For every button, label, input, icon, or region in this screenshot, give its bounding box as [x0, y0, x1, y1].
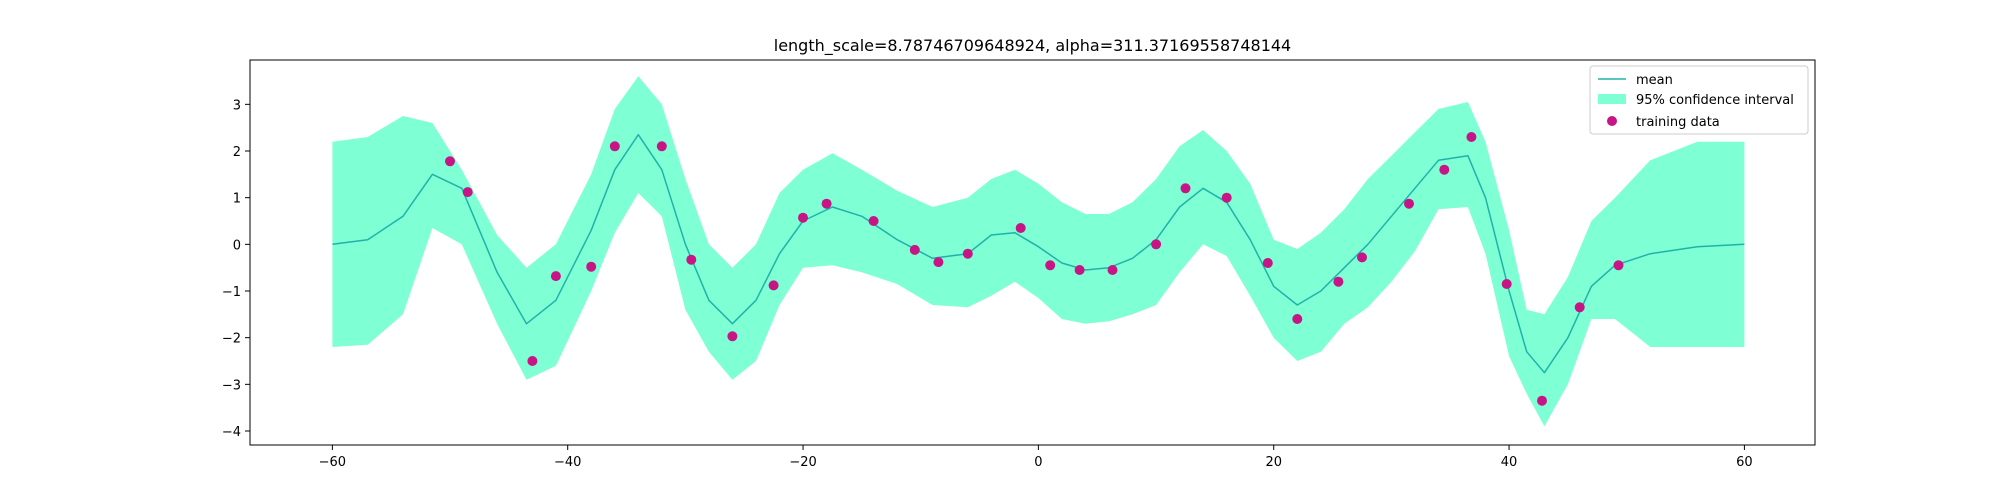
legend-frame	[1589, 65, 1809, 135]
mean-line-layer	[332, 133, 1745, 374]
y-tick-label: 1	[233, 192, 241, 207]
training-point	[933, 257, 944, 268]
training-point	[1439, 164, 1450, 175]
training-point	[1180, 183, 1191, 194]
training-point	[445, 156, 455, 167]
legend-training-label: training data	[1636, 115, 1720, 130]
training-point	[962, 248, 973, 259]
y-tick-label: −4	[222, 425, 241, 440]
legend-mean-label: mean	[1636, 73, 1673, 88]
x-tick-label: 20	[1265, 455, 1282, 470]
training-point	[1404, 198, 1414, 209]
training-point	[868, 216, 879, 226]
training-point	[609, 141, 620, 152]
y-tick-label: 2	[233, 145, 241, 160]
y-tick-label: 3	[233, 98, 241, 113]
legend-confidence-label: 95% confidence interval	[1636, 93, 1794, 108]
confidence-band	[332, 76, 1745, 427]
x-tick-label: 0	[1034, 455, 1042, 470]
training-point	[1333, 276, 1344, 287]
training-point	[821, 198, 832, 209]
training-point	[1107, 265, 1118, 275]
training-point	[1466, 132, 1477, 142]
confidence-band-layer	[332, 76, 1745, 427]
training-point	[1292, 314, 1303, 324]
training-point	[1151, 239, 1162, 250]
training-points-layer	[445, 132, 1624, 406]
y-tick-label: −2	[222, 332, 241, 347]
training-point	[1501, 279, 1512, 289]
plot-frame	[249, 59, 1816, 446]
training-point	[686, 254, 697, 265]
training-point	[798, 212, 808, 223]
training-point	[1045, 260, 1056, 271]
training-point	[727, 331, 738, 342]
training-point	[909, 244, 920, 255]
training-point	[1537, 395, 1547, 406]
training-point	[1262, 258, 1273, 268]
x-tick-label: −40	[554, 455, 581, 470]
training-point	[1074, 265, 1085, 275]
training-point	[1221, 192, 1232, 203]
x-axis: −60 −40 −20 0 20 40 60	[319, 445, 1753, 470]
training-point	[1574, 302, 1585, 313]
y-tick-label: −1	[222, 285, 241, 300]
training-point	[1015, 223, 1026, 233]
training-point	[768, 280, 779, 291]
chart-title: length_scale=8.78746709648924, alpha=311…	[774, 36, 1291, 56]
y-tick-label: 0	[233, 238, 241, 253]
training-point	[1613, 260, 1624, 271]
training-point	[656, 141, 667, 152]
training-point	[1357, 252, 1367, 263]
legend: mean 95% confidence interval training da…	[1589, 65, 1809, 135]
training-point	[586, 261, 597, 272]
x-tick-label: 40	[1501, 455, 1518, 470]
legend-training-swatch	[1607, 116, 1617, 126]
y-tick-label: −3	[222, 378, 241, 393]
mean-line	[332, 133, 1745, 374]
x-tick-label: −60	[319, 455, 346, 470]
training-point	[550, 271, 561, 282]
training-point	[462, 187, 473, 198]
legend-confidence-swatch	[1598, 94, 1626, 104]
x-tick-label: 60	[1736, 455, 1753, 470]
y-axis: −4 −3 −2 −1 0 1 2 3	[222, 98, 250, 440]
x-tick-label: −20	[789, 455, 816, 470]
training-point	[527, 356, 538, 366]
